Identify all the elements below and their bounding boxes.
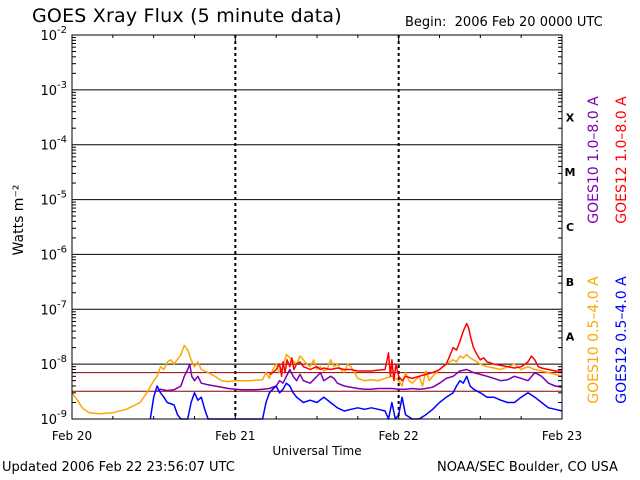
- legend-entry-2: GOES10 0.5–4.0 A: [586, 276, 602, 404]
- grid-layer: [72, 34, 562, 420]
- x-axis-label: Universal Time: [272, 444, 361, 458]
- y-tick-label: 10-3: [40, 80, 67, 99]
- plot-frame: [71, 34, 563, 420]
- flare-class-label: X: [566, 111, 575, 124]
- flare-class-label: B: [566, 276, 574, 289]
- y-tick-label: 10-7: [40, 299, 67, 318]
- data-layer: [71, 322, 563, 420]
- y-axis-label: Watts m⁻²: [11, 185, 27, 256]
- series-line-2: [269, 322, 562, 382]
- legend-entry-3: GOES12 0.5–4.0 A: [614, 276, 630, 404]
- credit-line: NOAA/SEC Boulder, CO USA: [437, 460, 618, 475]
- x-tick-label: Feb 21: [215, 429, 255, 443]
- label-layer: Feb 20 Feb 21 Feb 22 Feb 23 10-2 10-3 10-4 10-5…: [11, 25, 630, 458]
- y-tick-label: 10-6: [40, 244, 67, 263]
- updated-timestamp: Updated 2006 Feb 22 23:56:07 UTC: [2, 460, 235, 475]
- x-tick-label: Feb 20: [52, 429, 92, 443]
- chart-title: GOES Xray Flux (5 minute data): [32, 5, 342, 27]
- y-tick-label: 10-2: [40, 25, 67, 44]
- series-line-3: [149, 375, 563, 420]
- legend-entry-0: GOES10 1.0–8.0 A: [586, 96, 602, 224]
- series-line-1: [156, 363, 563, 392]
- flare-class-label: M: [565, 166, 576, 179]
- legend-entry-1: GOES12 1.0–8.0 A: [614, 96, 630, 224]
- series-line-0: [71, 344, 563, 415]
- y-tick-label: 10-5: [40, 190, 67, 209]
- y-tick-label: 10-4: [40, 135, 67, 154]
- flare-class-label: A: [566, 331, 575, 344]
- flare-class-label: C: [566, 221, 574, 234]
- begin-timestamp: Begin: 2006 Feb 20 0000 UTC: [405, 15, 603, 30]
- x-tick-label: Feb 23: [542, 429, 582, 443]
- y-tick-label: 10-9: [40, 409, 67, 428]
- y-tick-label: 10-8: [40, 354, 67, 373]
- x-tick-label: Feb 22: [378, 429, 418, 443]
- axis-layer: [71, 34, 563, 420]
